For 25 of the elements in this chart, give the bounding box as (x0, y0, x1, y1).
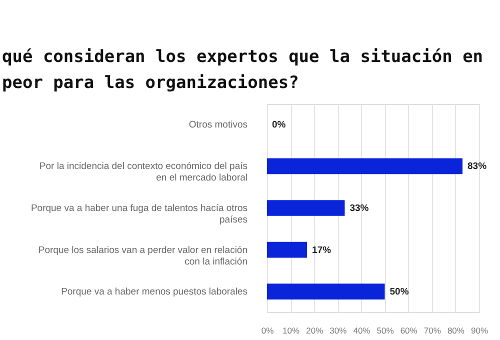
y-tick-label: Otros motivos (188, 119, 248, 130)
bar (267, 158, 463, 174)
data-label: 33% (350, 203, 370, 214)
y-tick-label: Porque va a haber menos puestos laborales (61, 286, 248, 298)
chart-title: qué consideran los expertos que la situación en peor para las organizaciones? (2, 47, 484, 93)
x-tick-label: 30% (330, 326, 348, 336)
bar (267, 242, 308, 258)
x-tick-label: 50% (376, 326, 394, 336)
data-label: 0% (272, 119, 286, 130)
x-tick-label: 70% (424, 326, 442, 336)
bar (267, 284, 385, 300)
x-tick-label: 10% (282, 326, 300, 336)
y-tick-label: Porque los salarios van a perder valor en relación con la inflación (38, 244, 248, 268)
data-label: 50% (390, 286, 410, 298)
x-tick-label: 60% (400, 326, 418, 336)
y-tick-label: Porque va a haber una fuga de talentos hacía otros países (30, 203, 248, 226)
data-label: 17% (312, 244, 332, 256)
x-tick-label: 80% (447, 326, 465, 336)
x-tick-label: 20% (306, 326, 324, 336)
bar (267, 200, 345, 216)
x-tick-label: 0% (261, 326, 274, 336)
x-tick-label: 40% (353, 326, 371, 336)
y-tick-label: Por la incidencia del contexto económico del país en el mercado laboral (39, 161, 248, 184)
data-label: 83% (468, 161, 488, 172)
x-tick-label: 90% (470, 326, 488, 336)
